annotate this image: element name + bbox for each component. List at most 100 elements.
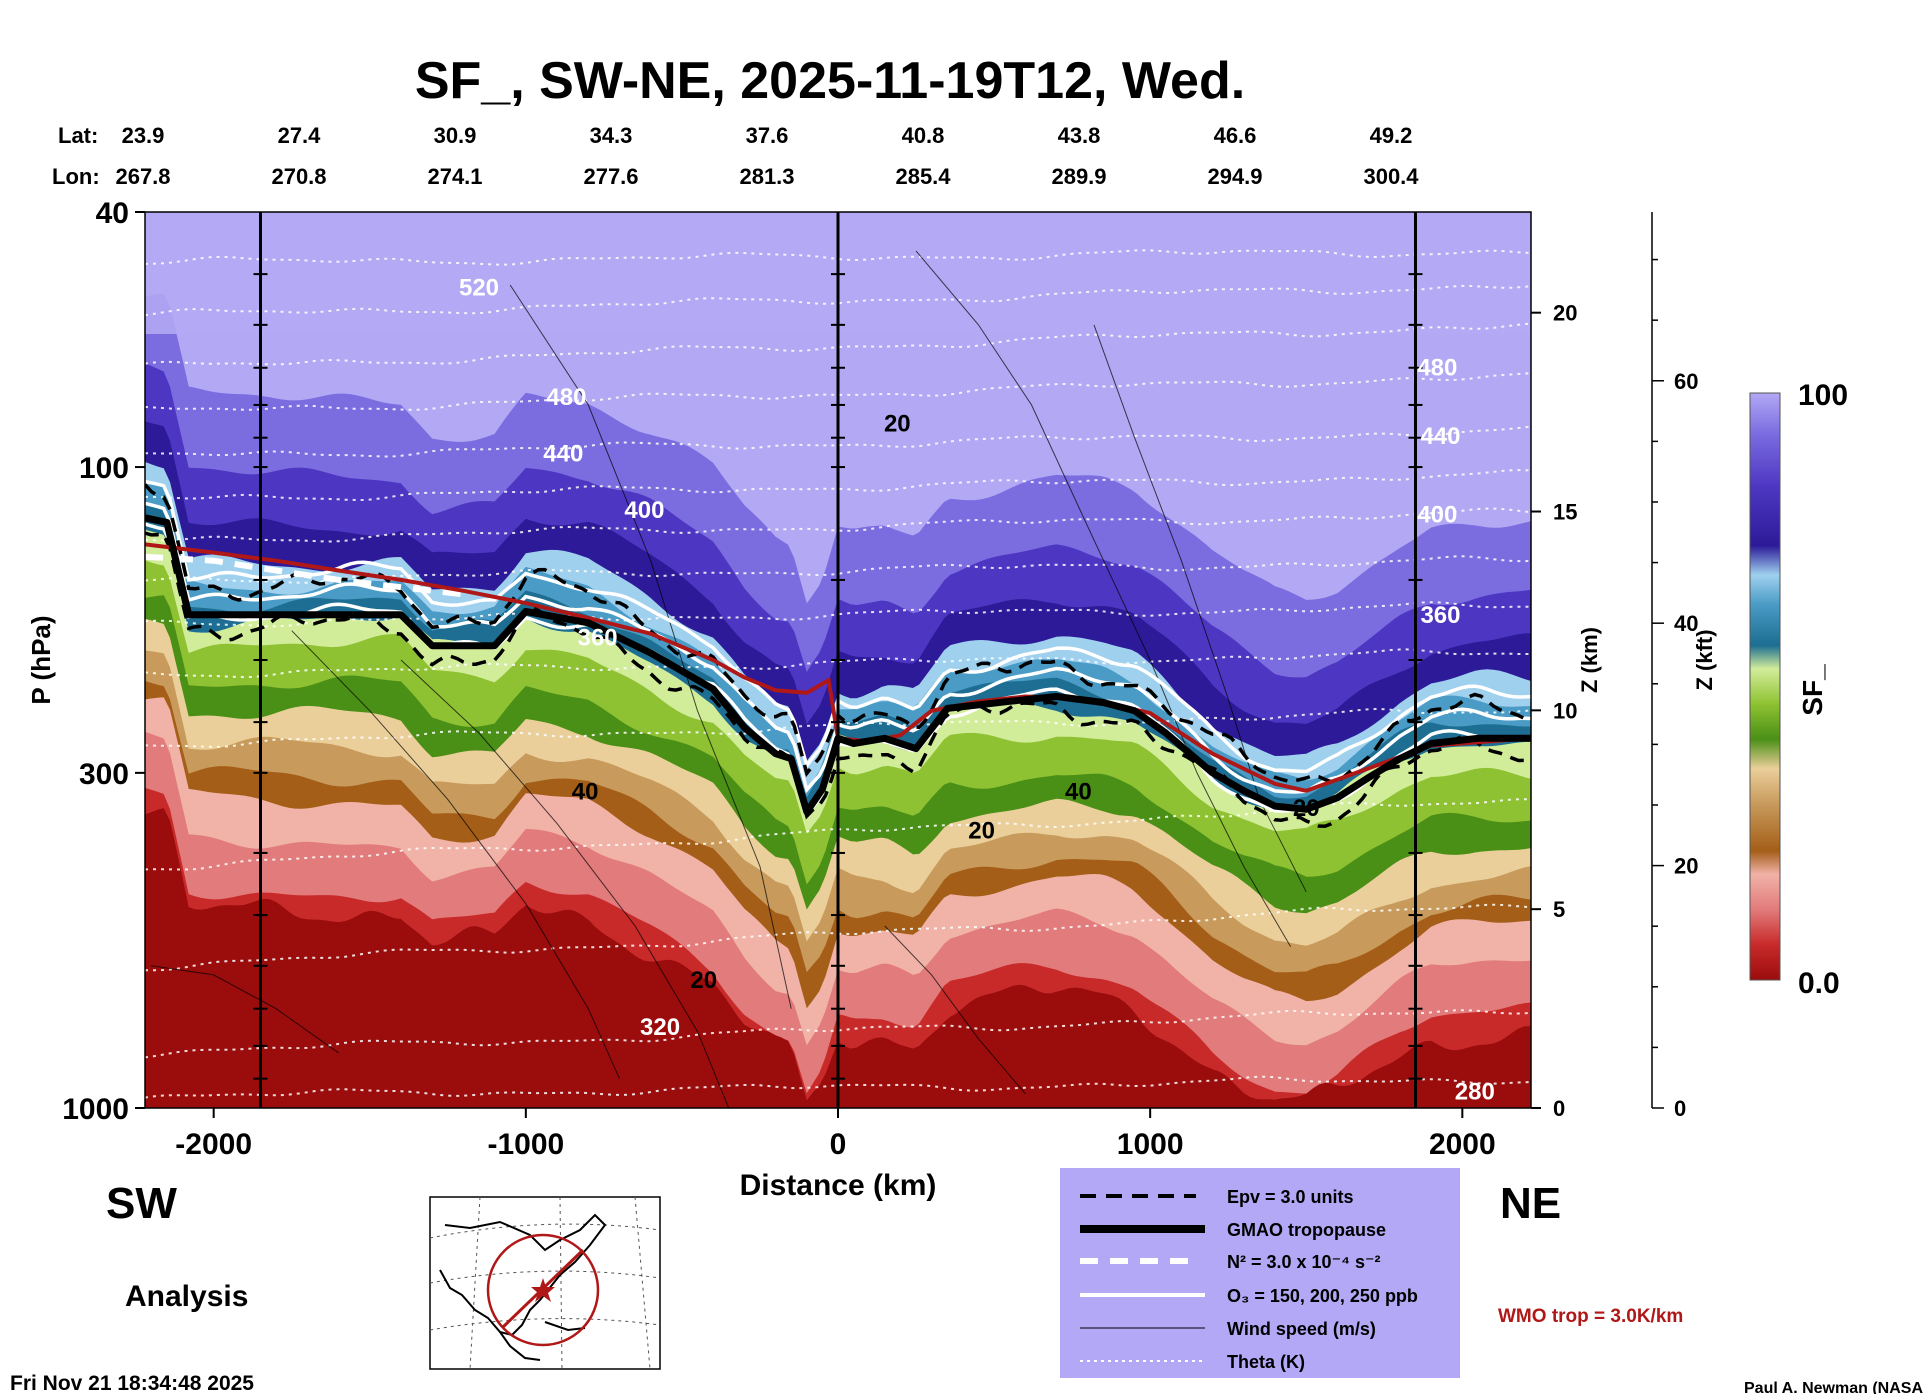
wind-speed-contour — [509, 284, 792, 1009]
theta-contour-label: 360 — [1420, 602, 1460, 629]
band-dark-red — [145, 808, 1531, 1108]
wind-speed-contour — [915, 250, 1292, 947]
wind-contour-label: 40 — [1065, 778, 1092, 805]
wind-speed-contour — [400, 659, 730, 1108]
lat-header-label: Lat: — [58, 123, 98, 148]
lon-value: 281.3 — [739, 164, 794, 189]
wind-contour-label: 40 — [572, 778, 599, 805]
theta-contour — [145, 903, 1531, 972]
wind-contour-label: 20 — [884, 410, 911, 437]
lon-value: 300.4 — [1363, 164, 1419, 189]
y-tick-label: 100 — [79, 452, 129, 485]
credit-label: Paul A. Newman (NASA — [1744, 1380, 1923, 1394]
wind-contour-label: 20 — [968, 818, 995, 845]
lat-value: 40.8 — [902, 123, 945, 148]
lon-value: 267.8 — [115, 164, 170, 189]
legend-box: Epv = 3.0 units GMAO tropopause N² = 3.0… — [1060, 1168, 1460, 1378]
theta-contour-label: 280 — [1455, 1079, 1495, 1106]
legend-label-theta: Theta (K) — [1227, 1352, 1305, 1372]
theta-contour-label: 440 — [543, 440, 583, 467]
inset-map-graticule — [429, 1196, 661, 1370]
theta-contour-label: 480 — [1417, 355, 1457, 382]
lat-value: 34.3 — [590, 123, 633, 148]
wmo-note: WMO trop = 3.0K/km — [1498, 1306, 1683, 1327]
lat-value: 30.9 — [434, 123, 477, 148]
inset-map-center-star — [531, 1278, 555, 1302]
lon-value: 270.8 — [271, 164, 326, 189]
colorbar — [1749, 392, 1781, 981]
lon-value: 277.6 — [583, 164, 638, 189]
z-km-tick-label: 10 — [1553, 698, 1577, 723]
wind-speed-contour — [1093, 324, 1307, 893]
x-axis-title: Distance (km) — [740, 1169, 937, 1202]
z-km-tick-label: 0 — [1553, 1096, 1565, 1121]
y-axis-z-km: 0 5 10 15 20 — [1531, 301, 1577, 1121]
lat-value: 49.2 — [1370, 123, 1413, 148]
wind-speed-contour — [291, 630, 620, 1079]
z-km-axis-title: Z (km) — [1577, 627, 1602, 693]
y-axis-pressure: 40 100 300 1000 — [62, 197, 145, 1126]
theta-contour-label: 520 — [459, 275, 499, 302]
lon-value: 285.4 — [895, 164, 951, 189]
inset-map-coastline — [439, 1213, 607, 1361]
z-kft-tick-label: 40 — [1674, 611, 1698, 636]
wind-speed-contour — [151, 965, 339, 1054]
theta-contour-label: 320 — [640, 1014, 680, 1041]
theta-contour-label: 480 — [546, 384, 586, 411]
lon-value: 294.9 — [1207, 164, 1262, 189]
x-tick-label: 2000 — [1429, 1128, 1496, 1161]
lon-value: 274.1 — [427, 164, 482, 189]
legend-label-tropopause: GMAO tropopause — [1227, 1220, 1386, 1240]
lat-value: 27.4 — [278, 123, 322, 148]
x-axis: -2000 -1000 0 1000 2000 — [175, 1108, 1496, 1161]
y-axis-title: P (hPa) — [26, 615, 56, 704]
legend-background — [1060, 1168, 1460, 1378]
lon-header-label: Lon: — [52, 164, 100, 189]
theta-contour — [145, 1009, 1531, 1059]
z-km-tick-label: 20 — [1553, 301, 1577, 326]
colorbar-max-label: 100 — [1798, 379, 1848, 412]
z-km-tick-label: 15 — [1553, 500, 1577, 525]
y-tick-label: 300 — [79, 758, 129, 791]
wmo-tropopause-line — [145, 542, 1531, 793]
lon-value: 289.9 — [1051, 164, 1106, 189]
inset-map — [429, 1196, 661, 1370]
lat-value: 46.6 — [1214, 123, 1257, 148]
inset-map-range-circle — [486, 1233, 600, 1347]
colorbar-title: SF_ — [1797, 664, 1828, 716]
sw-direction-label: SW — [106, 1179, 177, 1228]
legend-label-o3: O₃ = 150, 200, 250 ppb — [1227, 1286, 1418, 1306]
lat-value: 43.8 — [1058, 123, 1101, 148]
wind-speed-contour — [884, 925, 1026, 1095]
lat-value: 23.9 — [122, 123, 165, 148]
legend-label-n2: N² = 3.0 x 10⁻⁴ s⁻² — [1227, 1252, 1380, 1272]
z-km-tick-label: 5 — [1553, 897, 1565, 922]
z-kft-tick-label: 0 — [1674, 1096, 1686, 1121]
contour-overlays: 520 480 440 400 360 320 280 480 440 400 360 20 40 20 2… — [145, 212, 1531, 1108]
colorbar-min-label: 0.0 — [1798, 967, 1840, 1000]
z-kft-tick-label: 20 — [1674, 854, 1698, 879]
timestamp-label: Fri Nov 21 18:34:48 2025 — [10, 1372, 254, 1394]
x-tick-label: -2000 — [175, 1128, 252, 1161]
wind-contour-label: 20 — [1293, 795, 1320, 822]
z-kft-tick-label: 60 — [1674, 369, 1698, 394]
z-kft-axis-title: Z (kft) — [1692, 629, 1717, 690]
n2-line — [145, 553, 464, 598]
legend-label-epv: Epv = 3.0 units — [1227, 1187, 1354, 1207]
x-tick-label: 1000 — [1117, 1128, 1184, 1161]
inset-map-frame — [429, 1196, 661, 1370]
lat-value: 37.6 — [746, 123, 789, 148]
chart-title: SF_, SW-NE, 2025-11-19T12, Wed. — [415, 52, 1245, 110]
x-tick-label: 0 — [830, 1128, 847, 1161]
analysis-label: Analysis — [125, 1280, 248, 1313]
theta-contour-label: 360 — [578, 625, 618, 652]
y-tick-label: 1000 — [62, 1093, 129, 1126]
y-tick-label: 40 — [96, 197, 129, 230]
gmao-tropopause-line — [145, 514, 1531, 816]
y-axis-z-kft: 0 20 40 60 — [1651, 212, 1698, 1121]
lat-lon-row: 23.9 27.4 30.9 34.3 37.6 40.8 43.8 46.6 49.2 267.… — [115, 123, 1419, 189]
legend-label-wind: Wind speed (m/s) — [1227, 1319, 1376, 1339]
ne-direction-label: NE — [1500, 1179, 1561, 1228]
x-tick-label: -1000 — [487, 1128, 564, 1161]
